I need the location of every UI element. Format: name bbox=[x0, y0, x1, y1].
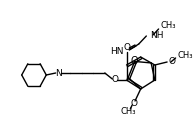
Text: O: O bbox=[112, 75, 119, 85]
Text: O: O bbox=[124, 43, 131, 53]
Text: O: O bbox=[168, 57, 175, 67]
Text: HN: HN bbox=[110, 48, 124, 56]
Text: CH₃: CH₃ bbox=[160, 22, 176, 30]
Text: NH: NH bbox=[150, 30, 164, 39]
Text: O: O bbox=[131, 99, 138, 107]
Text: CH₃: CH₃ bbox=[121, 107, 136, 117]
Text: O: O bbox=[131, 56, 139, 66]
Text: N: N bbox=[55, 69, 62, 77]
Text: CH₃: CH₃ bbox=[178, 52, 193, 60]
